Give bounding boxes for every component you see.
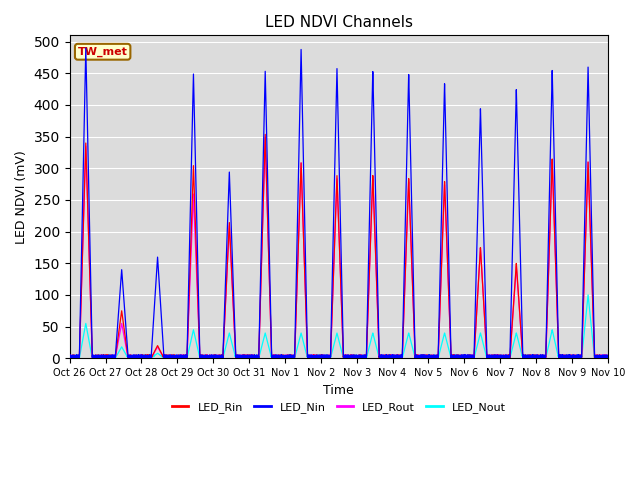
Text: TW_met: TW_met [77, 47, 127, 57]
Title: LED NDVI Channels: LED NDVI Channels [265, 15, 413, 30]
Y-axis label: LED NDVI (mV): LED NDVI (mV) [15, 150, 28, 244]
X-axis label: Time: Time [323, 384, 354, 396]
Legend: LED_Rin, LED_Nin, LED_Rout, LED_Nout: LED_Rin, LED_Nin, LED_Rout, LED_Nout [168, 397, 510, 417]
